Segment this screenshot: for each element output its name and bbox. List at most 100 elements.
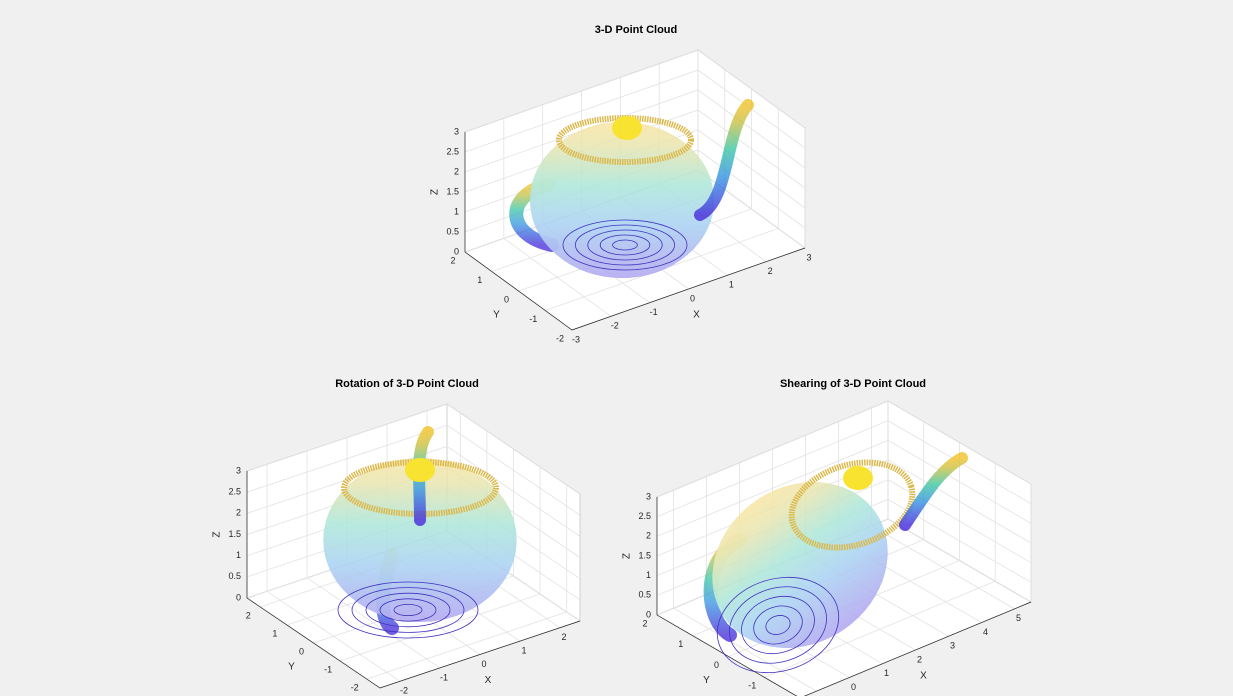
grid-line xyxy=(464,69,806,153)
z-tick-label: 1 xyxy=(454,206,459,216)
z-tick-label: 0.5 xyxy=(446,226,459,236)
x-tick-label: 2 xyxy=(768,266,773,276)
z-tick-label: 0 xyxy=(646,609,651,619)
point-cloud xyxy=(703,452,968,674)
z-tick-label: 1 xyxy=(646,570,651,580)
z-tick-label: 0.5 xyxy=(228,571,241,581)
cloud-ring xyxy=(562,219,688,271)
z-tick-label: 3 xyxy=(646,491,651,501)
y-tick-label: -1 xyxy=(529,314,537,324)
y-axis-line xyxy=(246,597,381,689)
cloud-texture xyxy=(530,122,714,278)
cloud-ring xyxy=(716,576,840,674)
cloud-ring xyxy=(599,234,651,256)
x-axis-line xyxy=(803,601,1032,696)
grid-line xyxy=(656,420,1032,518)
x-tick-label: -3 xyxy=(572,334,580,344)
cloud-ring xyxy=(337,581,479,639)
x-tick-label: 0 xyxy=(851,682,856,692)
z-axis-label: Z xyxy=(212,531,223,537)
x-tick-label: -2 xyxy=(400,686,408,696)
point-cloud xyxy=(323,426,517,639)
y-axis-label: Y xyxy=(703,675,710,686)
cloud-lid xyxy=(405,458,435,482)
y-tick-label: 1 xyxy=(678,639,683,649)
x-tick-label: 2 xyxy=(561,632,566,642)
y-tick-label: 0 xyxy=(714,660,719,670)
x-tick-label: 2 xyxy=(917,654,922,664)
y-tick-label: 2 xyxy=(642,618,647,628)
x-axis-label: X xyxy=(693,310,700,321)
x-tick-label: 5 xyxy=(1016,613,1021,623)
y-tick-label: 1 xyxy=(477,275,482,285)
y-tick-label: -1 xyxy=(748,681,756,691)
x-tick-label: 4 xyxy=(983,627,988,637)
z-axis-label: Z xyxy=(430,189,441,195)
y-axis-label: Y xyxy=(288,662,295,673)
axes: -1012345-2-101200.511.522.53XYZShearing … xyxy=(622,378,1033,696)
x-tick-label: 0 xyxy=(481,659,486,669)
cloud-ring xyxy=(612,239,638,251)
cloud-lid xyxy=(843,466,873,490)
z-axis-label: Z xyxy=(622,553,633,559)
cloud-ring xyxy=(351,587,465,633)
y-tick-label: 1 xyxy=(272,628,277,638)
z-tick-label: 2 xyxy=(236,508,241,518)
y-tick-label: 0 xyxy=(504,294,509,304)
point-cloud xyxy=(509,99,754,278)
z-tick-label: 2.5 xyxy=(446,146,459,156)
z-tick-label: 1.5 xyxy=(446,186,459,196)
x-tick-label: 3 xyxy=(950,641,955,651)
x-tick-label: 3 xyxy=(806,252,811,262)
y-axis-line xyxy=(464,251,573,331)
x-tick-label: 0 xyxy=(690,293,695,303)
z-tick-label: 2.5 xyxy=(228,487,241,497)
cloud-texture xyxy=(712,482,888,648)
z-tick-label: 0 xyxy=(454,246,459,256)
z-tick-label: 3 xyxy=(236,465,241,475)
z-tick-label: 1.5 xyxy=(638,550,651,560)
x-tick-label: 1 xyxy=(729,280,734,290)
cloud-lid xyxy=(612,116,642,140)
x-tick-label: -1 xyxy=(440,672,448,682)
grid-line xyxy=(246,424,581,516)
cloud-ring xyxy=(765,615,791,635)
x-tick-label: 1 xyxy=(884,668,889,678)
x-tick-label: -2 xyxy=(611,321,619,331)
x-tick-label: -1 xyxy=(650,307,658,317)
grid-line xyxy=(464,89,806,173)
x-axis-label: X xyxy=(485,675,492,686)
grid-line xyxy=(656,400,1032,498)
z-tick-label: 0.5 xyxy=(638,590,651,600)
cloud-ring xyxy=(575,224,676,266)
cloud-spout xyxy=(899,452,968,531)
chart-title: 3-D Point Cloud xyxy=(595,24,678,36)
cloud-texture xyxy=(323,458,517,622)
cloud-ring xyxy=(753,605,803,645)
grid-line xyxy=(246,403,581,495)
cloud-ring xyxy=(393,604,423,617)
chart-title: Rotation of 3-D Point Cloud xyxy=(335,378,479,390)
x-axis-label: X xyxy=(920,671,927,682)
cloud-rim xyxy=(788,459,916,551)
cloud-spout xyxy=(694,99,754,221)
x-tick-label: 1 xyxy=(521,645,526,655)
cloud-ring xyxy=(365,592,451,628)
z-tick-label: 2.5 xyxy=(638,511,651,521)
z-tick-label: 2 xyxy=(454,166,459,176)
cloud-ring xyxy=(741,595,815,655)
grid-line xyxy=(656,439,1032,537)
z-tick-label: 1 xyxy=(236,550,241,560)
cloud-ring xyxy=(587,229,663,261)
z-tick-label: 0 xyxy=(236,592,241,602)
x-axis-line xyxy=(379,620,581,689)
y-tick-label: -2 xyxy=(351,682,359,692)
y-axis-label: Y xyxy=(493,310,500,321)
y-tick-label: 2 xyxy=(450,255,455,265)
grid-line xyxy=(246,445,581,537)
y-tick-label: 2 xyxy=(246,610,251,620)
y-tick-label: 0 xyxy=(299,646,304,656)
